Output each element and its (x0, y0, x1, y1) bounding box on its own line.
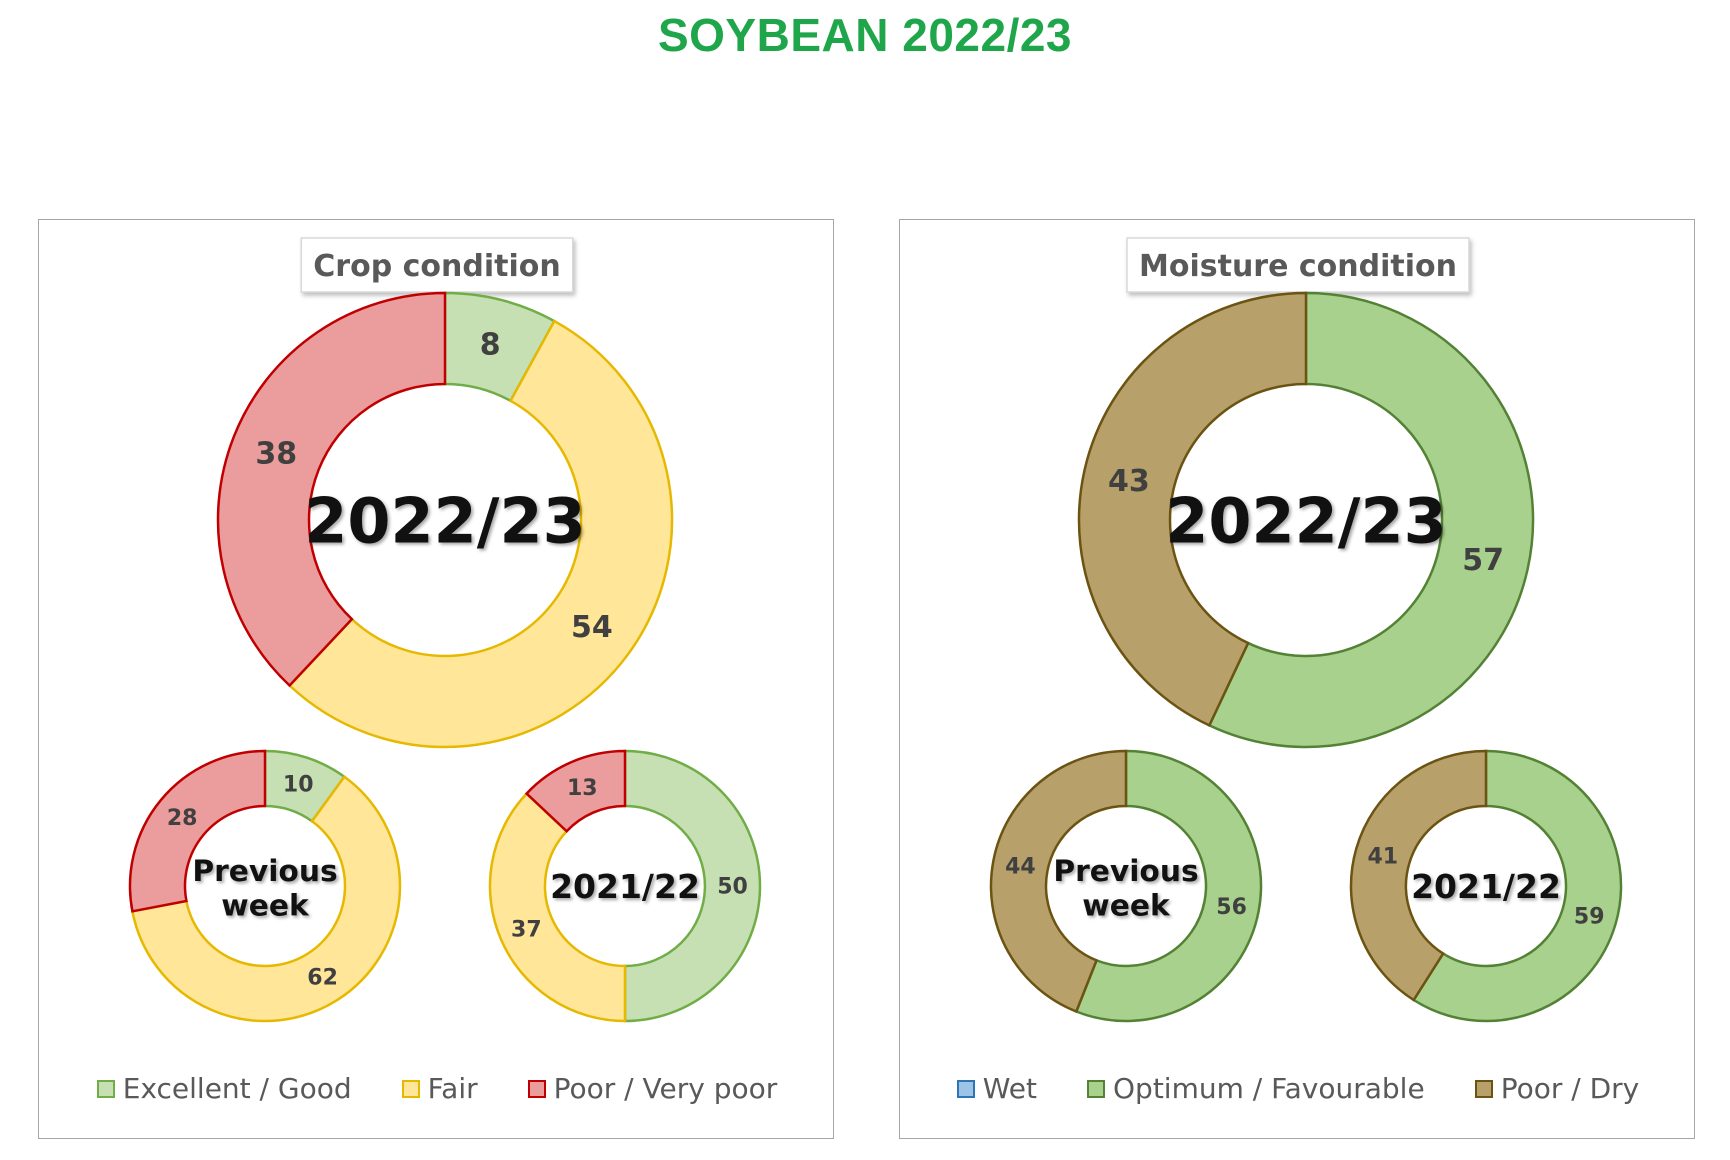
moisture-condition-panel: Moisture condition-57432022/23-5644Previ… (899, 219, 1695, 1139)
donut-segment-poor-dry (989, 749, 1128, 1014)
data-label-poor-very-poor: 38 (255, 437, 297, 472)
data-label-fair: 54 (571, 610, 613, 645)
data-label-poor-dry: 43 (1108, 464, 1150, 499)
data-label-optimum-favourable: 57 (1462, 543, 1504, 578)
legend-swatch-excellent-good (96, 1079, 115, 1098)
legend-item-wet: Wet (956, 1072, 1037, 1105)
donut-segment-excellent-good (623, 749, 762, 1023)
donut-2021-22: 50 37 13 2021/22 (488, 749, 762, 1023)
legend-swatch-wet (956, 1079, 975, 1098)
donut-center-label: 2021/22 (1411, 867, 1561, 906)
data-label-excellent-good: 10 (283, 772, 314, 797)
donut-segment-fair (287, 319, 674, 749)
donut-segment-poor-very-poor (216, 291, 447, 688)
donut-center-label: 2022/23 (1165, 484, 1446, 557)
legend-label: Poor / Dry (1500, 1072, 1640, 1105)
moisture-legend: Wet Optimum / Favourable Poor / Dry (900, 1072, 1696, 1105)
donut-segment-fair (130, 775, 402, 1023)
page-title: SOYBEAN 2022/23 (657, 9, 1073, 61)
donut-center-label: Previous week (1053, 854, 1198, 924)
legend-label: Poor / Very poor (553, 1072, 778, 1105)
donut-segment-fair (488, 791, 627, 1023)
data-label-optimum-favourable: 59 (1574, 905, 1605, 930)
crop-legend: Excellent / Good Fair Poor / Very poor (39, 1072, 835, 1105)
data-label-fair: 62 (307, 965, 338, 990)
donut-center-label: Previous week (192, 854, 337, 924)
donut-segment-poor-dry (1349, 749, 1488, 1002)
data-label-poor-dry: 44 (1005, 855, 1036, 880)
donut-center-label: 2021/22 (550, 867, 700, 906)
data-label-excellent-good: 8 (480, 328, 501, 363)
chart-title-text: Crop condition (313, 249, 560, 284)
donut-segment-optimum-favourable (1074, 749, 1263, 1023)
legend-item-excellent-good: Excellent / Good (96, 1072, 352, 1105)
donut-segment-poor-very-poor (128, 749, 267, 913)
donut-2021-22: 059412021/22 (1349, 749, 1623, 1023)
legend-swatch-poor-dry (1474, 1079, 1493, 1098)
data-label-poor-very-poor: 13 (567, 776, 598, 801)
donut-segment-optimum-favourable (1207, 291, 1535, 749)
legend-item-poor: Poor / Very poor (527, 1072, 778, 1105)
donut-center-label: 2022/23 (304, 484, 585, 557)
legend-label: Optimum / Favourable (1113, 1072, 1425, 1105)
legend-item-fair: Fair (401, 1072, 478, 1105)
data-label-optimum-favourable: 56 (1216, 895, 1247, 920)
data-label-poor-very-poor: 28 (167, 806, 198, 831)
legend-swatch-optimum (1087, 1079, 1105, 1098)
data-label-poor-dry: 41 (1367, 845, 1398, 870)
chart-title: Crop condition (300, 237, 574, 293)
legend-item-optimum: Optimum / Favourable (1087, 1072, 1425, 1105)
legend-label: Wet (982, 1072, 1037, 1105)
donut-segment-poor-dry (1077, 291, 1308, 728)
moisture-condition-chart: Moisture condition-57432022/23-5644Previ… (989, 237, 1623, 1023)
legend-label: Excellent / Good (122, 1072, 352, 1105)
chart-title-text: Moisture condition (1139, 249, 1457, 284)
donut-segment-poor-very-poor (524, 749, 627, 834)
data-label-excellent-good: 50 (717, 875, 748, 900)
legend-swatch-poor (527, 1079, 546, 1098)
legend-label: Fair (427, 1072, 478, 1105)
data-label-fair: 37 (511, 917, 542, 942)
chart-title: Moisture condition (1126, 237, 1470, 293)
crop-condition-panel: Crop condition 8 54 38 2022/23 10 62 28 Previous… (38, 219, 834, 1139)
donut-segment-optimum-favourable (1411, 749, 1623, 1023)
donut-previous-week: 10 62 28 Previous week (128, 749, 402, 1023)
legend-swatch-fair (401, 1079, 420, 1098)
legend-item-poor-dry: Poor / Dry (1474, 1072, 1640, 1105)
